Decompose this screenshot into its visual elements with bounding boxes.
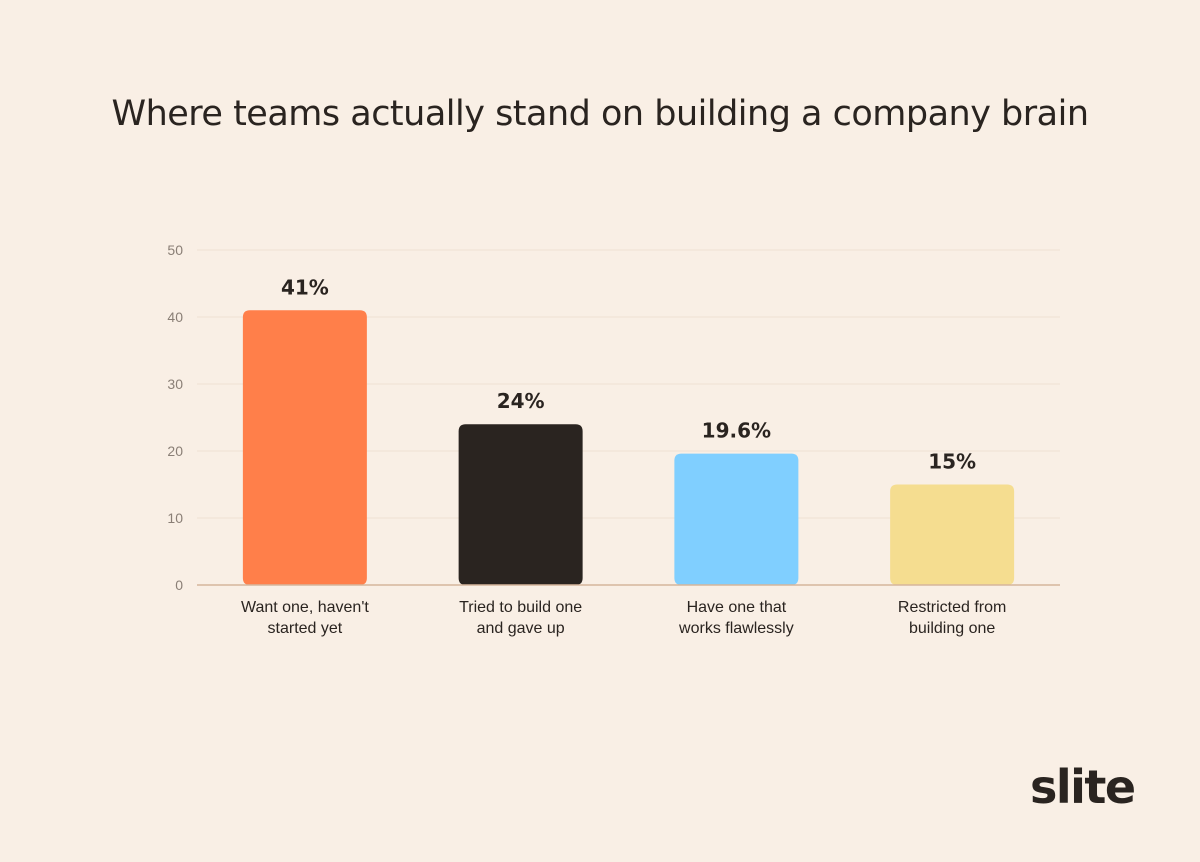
chart-title: Where teams actually stand on building a… (111, 94, 1089, 134)
x-tick-label: Want one, haven't (241, 599, 369, 616)
x-tick-label: Have one that (687, 599, 787, 616)
y-tick-label: 30 (167, 376, 183, 392)
bar (458, 424, 583, 585)
y-tick-label: 40 (167, 309, 183, 325)
x-tick-label: started yet (268, 620, 343, 637)
x-tick-label: building one (909, 620, 995, 637)
slite-logo: slite (1030, 760, 1136, 814)
x-tick-label: Restricted from (898, 599, 1006, 616)
x-tick-label: works flawlessly (678, 620, 794, 637)
bar (890, 484, 1015, 585)
data-label: 24% (497, 389, 545, 413)
data-label: 41% (281, 275, 329, 299)
bar (674, 453, 799, 585)
y-tick-label: 10 (167, 510, 183, 526)
y-tick-label: 0 (175, 577, 183, 593)
y-tick-label: 20 (167, 443, 183, 459)
y-tick-label: 50 (167, 242, 183, 258)
data-label: 19.6% (702, 419, 771, 443)
bar (242, 310, 367, 585)
x-tick-label: and gave up (477, 620, 565, 637)
data-label: 15% (928, 450, 976, 474)
x-tick-label: Tried to build one (459, 599, 582, 616)
